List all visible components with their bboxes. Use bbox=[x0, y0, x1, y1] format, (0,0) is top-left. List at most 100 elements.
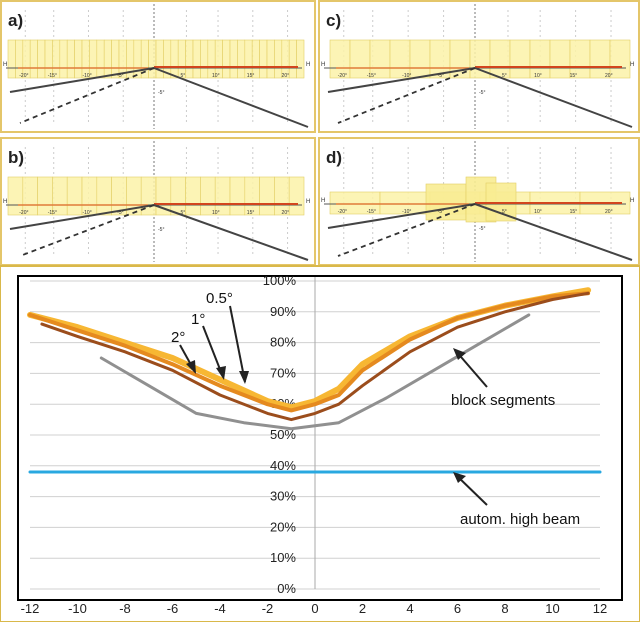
panel-x-tick: -15° bbox=[367, 73, 376, 79]
panel-x-tick: -10° bbox=[402, 209, 411, 215]
panel-label: d) bbox=[326, 148, 342, 167]
panel-label: a) bbox=[8, 11, 23, 30]
panel-x-tick: -15° bbox=[367, 209, 376, 215]
panel-x-tick: -10° bbox=[82, 73, 91, 79]
y-tick-label: 70% bbox=[270, 365, 296, 380]
panel-h-right: H bbox=[306, 62, 310, 68]
panel-y-tick: -5° bbox=[479, 226, 485, 232]
y-tick-label: 90% bbox=[270, 304, 296, 319]
segment-column bbox=[134, 40, 141, 78]
x-tick-label: -4 bbox=[214, 601, 226, 616]
panel-x-tick: -20° bbox=[19, 73, 28, 79]
panel-x-tick: 20° bbox=[605, 73, 613, 79]
segment-column bbox=[289, 40, 296, 78]
segment-column bbox=[60, 40, 67, 78]
segment-column bbox=[186, 177, 201, 215]
x-tick-label: 12 bbox=[593, 601, 607, 616]
segment-column bbox=[186, 40, 193, 78]
segment-column bbox=[38, 40, 45, 78]
y-tick-label: 100% bbox=[263, 273, 297, 288]
segment-column bbox=[104, 40, 111, 78]
panel-x-tick: -20° bbox=[338, 209, 347, 215]
y-tick-label: 0% bbox=[277, 581, 296, 596]
segment-column bbox=[97, 40, 104, 78]
x-tick-label: 2 bbox=[359, 601, 366, 616]
segment-column bbox=[67, 40, 74, 78]
segment-column bbox=[230, 177, 245, 215]
y-tick-label: 80% bbox=[270, 335, 296, 350]
panel-h-right: H bbox=[306, 199, 310, 205]
annotation-block-segments: block segments bbox=[451, 392, 555, 409]
panel-x-tick: 10° bbox=[534, 73, 542, 79]
panel-x-tick: -15° bbox=[48, 73, 57, 79]
panel-y-tick: -5° bbox=[479, 90, 485, 96]
panel-x-tick: 20° bbox=[282, 210, 290, 216]
panel-x-tick: 15° bbox=[247, 73, 255, 79]
panel-x-tick: 10° bbox=[212, 210, 220, 216]
panel-x-tick: -5° bbox=[438, 209, 444, 215]
segment-column bbox=[230, 40, 237, 78]
x-tick-label: 6 bbox=[454, 601, 461, 616]
panel-h-left: H bbox=[3, 62, 7, 68]
annotation-2deg: 2° bbox=[171, 329, 185, 346]
panel-h-left: H bbox=[321, 198, 325, 204]
panel-x-tick: 15° bbox=[570, 209, 578, 215]
panel-x-tick: 10° bbox=[212, 73, 220, 79]
panel-x-tick: -20° bbox=[19, 210, 28, 216]
x-tick-label: -2 bbox=[262, 601, 274, 616]
x-tick-label: -12 bbox=[21, 601, 40, 616]
panel-y-tick: -5° bbox=[158, 227, 164, 233]
panel-label: c) bbox=[326, 11, 341, 30]
panel-x-tick: 5° bbox=[180, 73, 185, 79]
panel-0: H H -20° -15° -10° -5° 5° 10° 15° 20° -5° a) bbox=[1, 1, 315, 132]
x-tick-label: -8 bbox=[119, 601, 131, 616]
x-tick-label: -6 bbox=[167, 601, 179, 616]
segment-panels: H H -20° -15° -10° -5° 5° 10° 15° 20° -5° a) H H -20° -… bbox=[1, 1, 639, 265]
segment-column bbox=[193, 40, 200, 78]
panel-x-tick: 20° bbox=[605, 209, 613, 215]
annotation-1deg: 1° bbox=[191, 311, 205, 328]
segment-column bbox=[267, 40, 274, 78]
panel-label: b) bbox=[8, 148, 24, 167]
panel-x-tick: 20° bbox=[282, 73, 290, 79]
panel-h-right: H bbox=[630, 198, 634, 204]
panel-x-tick: -5° bbox=[117, 73, 123, 79]
panel-x-tick: -5° bbox=[438, 73, 444, 79]
segment-column bbox=[171, 40, 178, 78]
y-tick-label: 10% bbox=[270, 550, 296, 565]
panel-y-tick: -5° bbox=[158, 90, 164, 96]
segment-column bbox=[410, 40, 430, 78]
x-tick-label: 4 bbox=[406, 601, 413, 616]
main-chart-frame bbox=[0, 266, 640, 622]
segment-column bbox=[200, 40, 207, 78]
segment-column bbox=[97, 177, 112, 215]
panel-x-tick: -5° bbox=[117, 210, 123, 216]
x-tick-label: 8 bbox=[501, 601, 508, 616]
segment-column bbox=[223, 40, 230, 78]
segment-column bbox=[30, 40, 37, 78]
panel-x-tick: -15° bbox=[48, 210, 57, 216]
panel-1: H H -20° -15° -10° -5° 5° 10° 15° 20° -5° b) bbox=[1, 138, 315, 265]
annotation-autom-high-beam: autom. high beam bbox=[460, 511, 580, 528]
segment-column bbox=[260, 177, 275, 215]
segment-column bbox=[156, 40, 163, 78]
panel-x-tick: -10° bbox=[402, 73, 411, 79]
y-tick-label: 30% bbox=[270, 489, 296, 504]
panel-x-tick: 15° bbox=[570, 73, 578, 79]
segment-column bbox=[610, 40, 630, 78]
panel-x-tick: 15° bbox=[247, 210, 255, 216]
segment-column bbox=[510, 40, 530, 78]
panel-x-tick: 10° bbox=[534, 209, 542, 215]
segment-column bbox=[237, 40, 244, 78]
panel-h-left: H bbox=[3, 199, 7, 205]
y-tick-label: 20% bbox=[270, 519, 296, 534]
panel-x-tick: -10° bbox=[82, 210, 91, 216]
panel-x-tick: 5° bbox=[180, 210, 185, 216]
segment-column bbox=[490, 40, 510, 78]
segment-column bbox=[297, 40, 304, 78]
segment-column bbox=[260, 40, 267, 78]
segment-column bbox=[149, 40, 156, 78]
